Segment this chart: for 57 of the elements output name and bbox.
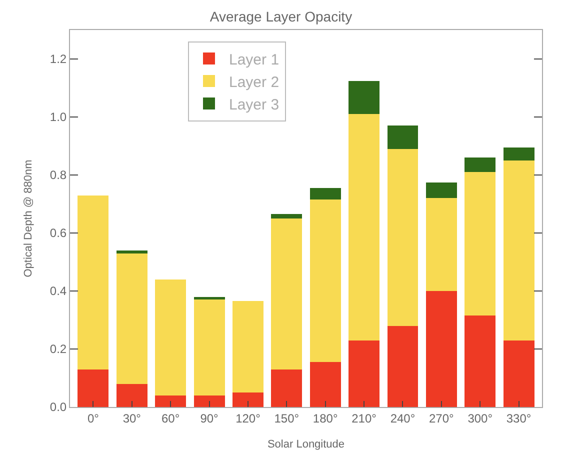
y-tick-label: 0.0 [50, 400, 67, 414]
y-tick-label: 0.8 [50, 168, 67, 182]
x-axis-title: Solar Longitude [267, 438, 345, 451]
bar [116, 253, 148, 384]
y-tick-label: 0.2 [50, 342, 67, 356]
y-tick-label: 0.4 [50, 284, 67, 298]
bar [310, 188, 341, 200]
bar [271, 214, 302, 218]
bar [503, 160, 534, 340]
bar [503, 340, 534, 407]
x-tick-label: 30° [122, 411, 142, 426]
bar [426, 198, 457, 291]
bar [232, 301, 264, 392]
bar [116, 384, 148, 407]
y-axis-title: Optical Depth @ 880nm [22, 160, 35, 278]
x-tick-label: 240° [390, 411, 416, 426]
bar [194, 300, 225, 396]
bar [464, 158, 496, 172]
bar [426, 291, 457, 407]
bar [387, 326, 418, 407]
bar [464, 172, 496, 316]
x-tick-label: 330° [506, 411, 532, 426]
bar [310, 200, 341, 362]
y-tick-label: 1.0 [50, 110, 67, 124]
bar [232, 392, 264, 407]
bar [426, 182, 457, 198]
x-tick-label: 210° [352, 411, 377, 426]
bar [271, 369, 302, 407]
legend-label: Layer 1 [229, 51, 280, 68]
bar [348, 340, 380, 407]
bar [348, 114, 380, 340]
bar [194, 395, 225, 407]
bar [78, 369, 109, 407]
bar [464, 316, 496, 407]
x-tick-label: 150° [274, 411, 300, 426]
legend-label: Layer 3 [229, 96, 280, 114]
x-tick-label: 180° [312, 411, 338, 426]
x-tick-label: 0° [87, 411, 100, 426]
y-tick-label: 1.2 [50, 52, 67, 66]
bar [387, 126, 418, 149]
bar [387, 148, 418, 326]
x-tick-label: 60° [162, 411, 180, 426]
bar [155, 279, 186, 396]
bar [310, 362, 341, 407]
x-tick-label: 300° [468, 411, 493, 426]
bar [116, 250, 148, 254]
bar [503, 147, 534, 160]
x-tick-label: 90° [200, 411, 219, 426]
bar [155, 395, 186, 407]
x-tick-label: 120° [236, 411, 261, 426]
legend-label: Layer 2 [229, 74, 280, 91]
bar [348, 80, 380, 114]
bar [78, 195, 109, 370]
bar [271, 218, 302, 370]
y-tick-label: 0.6 [50, 226, 67, 240]
chart-title: Average Layer Opacity [210, 8, 352, 24]
x-tick-label: 270° [428, 411, 454, 426]
